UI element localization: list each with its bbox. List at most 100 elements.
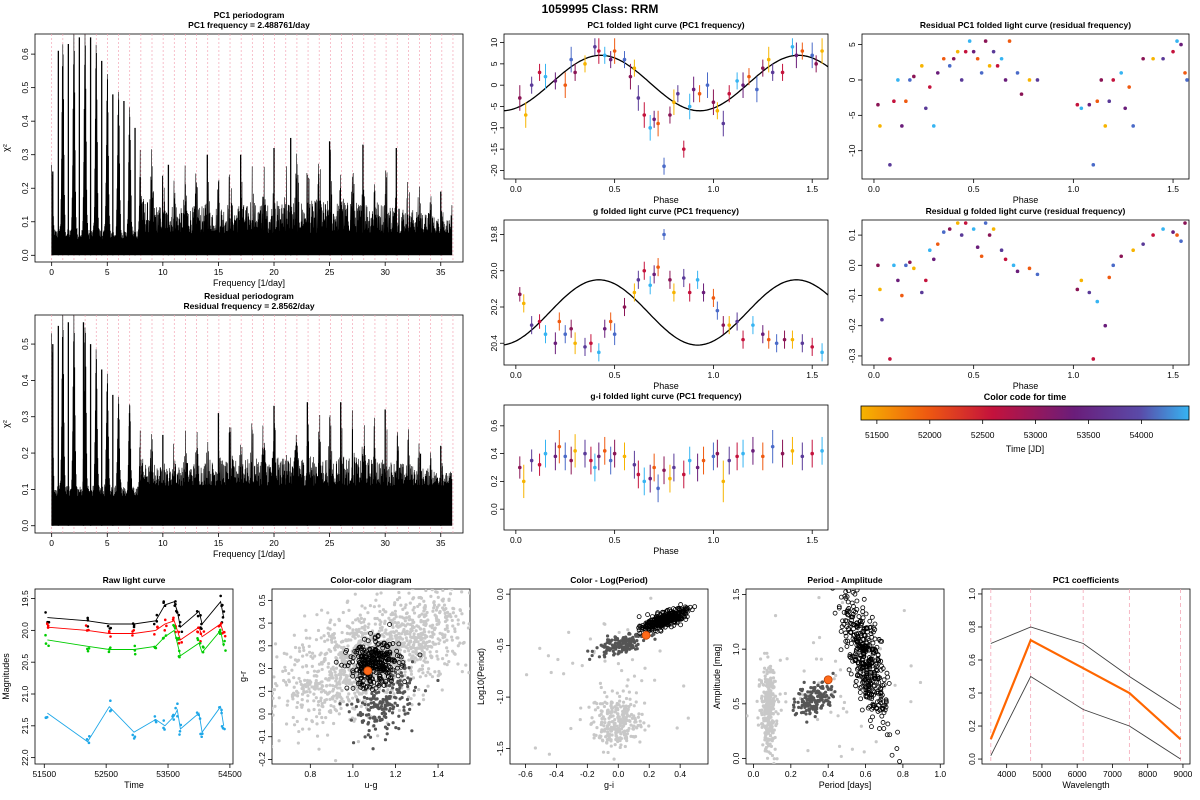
population-point — [388, 683, 392, 687]
population-point — [346, 678, 350, 682]
population-point — [427, 667, 431, 671]
population-point — [478, 611, 481, 614]
population-point — [323, 656, 327, 660]
population-point — [305, 653, 309, 657]
population-point — [662, 613, 668, 618]
population-point — [871, 673, 877, 679]
population-point — [614, 647, 618, 651]
data-point — [202, 630, 206, 633]
population-point — [619, 743, 623, 747]
y-tick-label: 0.2 — [257, 662, 267, 674]
population-point — [390, 641, 396, 646]
population-point — [859, 707, 865, 713]
population-point — [851, 632, 857, 638]
population-point — [893, 683, 897, 687]
population-point — [285, 652, 289, 656]
x-tick-label: 52500 — [94, 769, 118, 779]
population-point — [415, 658, 419, 662]
population-point — [618, 745, 622, 750]
population-point — [420, 648, 424, 653]
population-point — [412, 611, 417, 615]
population-point — [673, 610, 678, 616]
population-point — [273, 642, 278, 646]
population-point — [272, 675, 276, 679]
population-point — [802, 680, 806, 684]
x-tick-label: 0.5 — [968, 370, 980, 380]
population-point — [344, 685, 350, 691]
population-point — [615, 738, 619, 743]
population-point — [412, 643, 416, 647]
population-point — [423, 607, 427, 611]
population-point — [636, 715, 640, 719]
population-point — [640, 679, 644, 683]
population-point — [879, 713, 885, 719]
population-point — [235, 732, 238, 735]
data-point — [107, 630, 111, 633]
population-point — [592, 736, 596, 740]
data-point — [569, 57, 573, 62]
population-point — [634, 634, 638, 638]
x-tick-label: 0.0 — [510, 535, 522, 545]
population-point — [769, 723, 773, 727]
data-point — [681, 276, 686, 280]
data-point — [672, 465, 676, 470]
data-point — [878, 124, 882, 128]
population-point — [615, 691, 619, 695]
data-point — [790, 337, 795, 342]
population-point — [643, 666, 647, 670]
population-point — [609, 725, 613, 729]
population-point — [327, 661, 331, 666]
population-point — [839, 694, 843, 698]
population-point — [345, 624, 349, 628]
population-point — [308, 636, 312, 640]
population-point — [371, 652, 377, 658]
data-point — [876, 102, 880, 107]
population-point — [809, 686, 813, 690]
population-point — [395, 653, 400, 658]
population-point — [411, 646, 416, 650]
data-point — [174, 600, 177, 603]
population-point — [636, 614, 642, 620]
population-point — [613, 638, 617, 642]
population-point — [341, 639, 345, 643]
y-axis-label: Magnitudes — [1, 653, 11, 700]
x-axis-label: g-i — [604, 780, 614, 790]
population-point — [380, 625, 384, 629]
data-point — [979, 254, 984, 259]
population-point — [405, 611, 409, 615]
population-point — [763, 738, 767, 742]
population-point — [774, 723, 778, 728]
x-tick-label: 0.8 — [897, 769, 909, 779]
population-point — [321, 684, 325, 688]
population-point — [837, 744, 842, 748]
population-point — [839, 589, 840, 590]
data-point — [904, 99, 908, 103]
population-point — [386, 637, 391, 641]
population-point — [417, 652, 423, 658]
population-point — [615, 638, 620, 642]
population-point — [879, 692, 885, 698]
population-point — [397, 708, 402, 713]
population-point — [362, 674, 368, 680]
population-point — [863, 611, 869, 617]
data-point — [892, 263, 896, 268]
population-point — [292, 676, 296, 680]
population-point — [623, 641, 627, 645]
population-point — [403, 670, 407, 674]
population-point — [358, 675, 364, 681]
population-point — [317, 687, 321, 691]
population-point — [799, 711, 804, 715]
population-point — [421, 671, 425, 675]
population-point — [253, 727, 256, 730]
data-point — [800, 454, 805, 459]
population-point — [453, 627, 457, 631]
population-point — [407, 666, 411, 670]
data-point — [195, 610, 199, 613]
population-point — [619, 736, 623, 741]
population-point — [798, 692, 802, 696]
y-tick-label: 0.0 — [847, 259, 857, 271]
population-point — [836, 605, 842, 611]
population-point — [390, 637, 394, 641]
population-point — [355, 688, 359, 692]
population-point — [881, 726, 887, 731]
